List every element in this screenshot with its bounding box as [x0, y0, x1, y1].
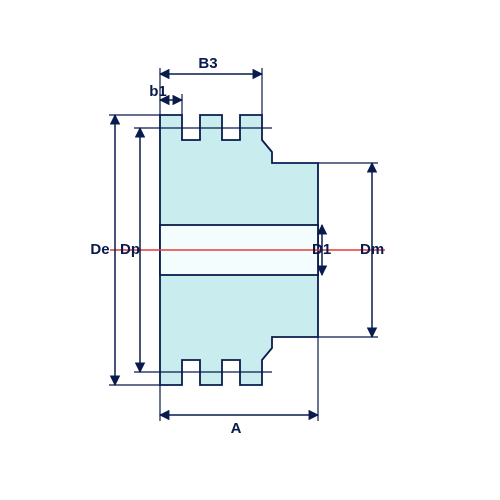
sprocket-diagram: b1 B3 De Dp A D1 Dm	[0, 0, 500, 500]
label-b1: b1	[149, 83, 167, 100]
label-D1: D1	[312, 241, 331, 258]
label-Dp: Dp	[120, 241, 140, 258]
label-Dm: Dm	[360, 241, 384, 258]
label-A: A	[231, 420, 242, 437]
label-B3: B3	[198, 55, 217, 72]
label-De: De	[90, 241, 109, 258]
